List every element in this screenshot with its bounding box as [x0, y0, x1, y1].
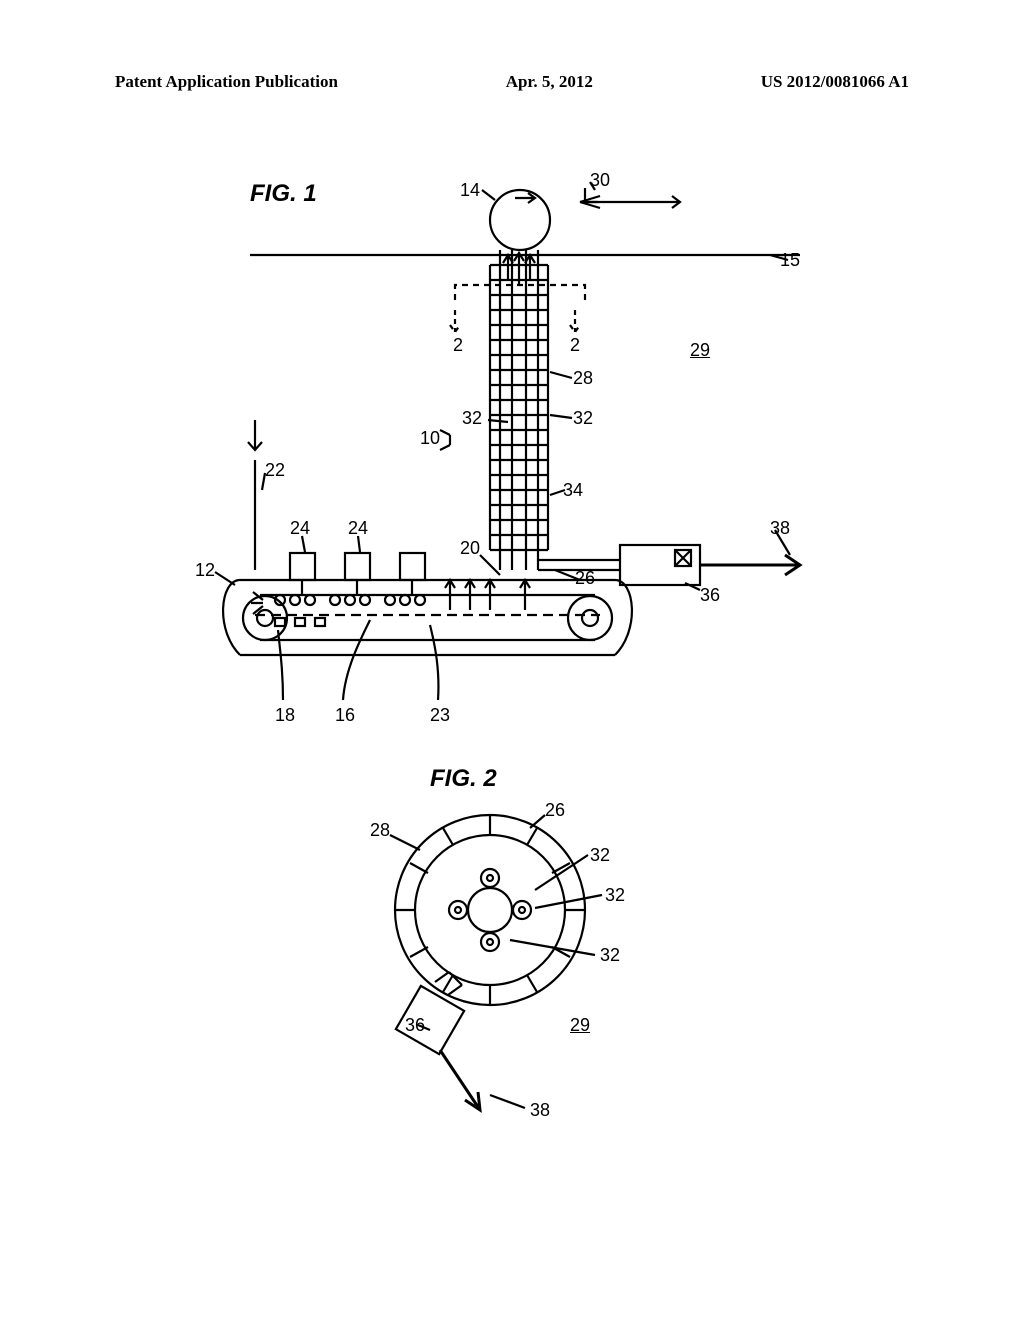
fig2-label: FIG. 2	[430, 765, 497, 793]
rungs	[490, 265, 548, 550]
fig2-drawing	[330, 790, 730, 1170]
page-header: Patent Application Publication Apr. 5, 2…	[0, 72, 1024, 92]
fig1-drawing	[120, 160, 940, 730]
header-right: US 2012/0081066 A1	[761, 72, 909, 92]
header-center: Apr. 5, 2012	[506, 72, 593, 92]
header-left: Patent Application Publication	[115, 72, 338, 92]
